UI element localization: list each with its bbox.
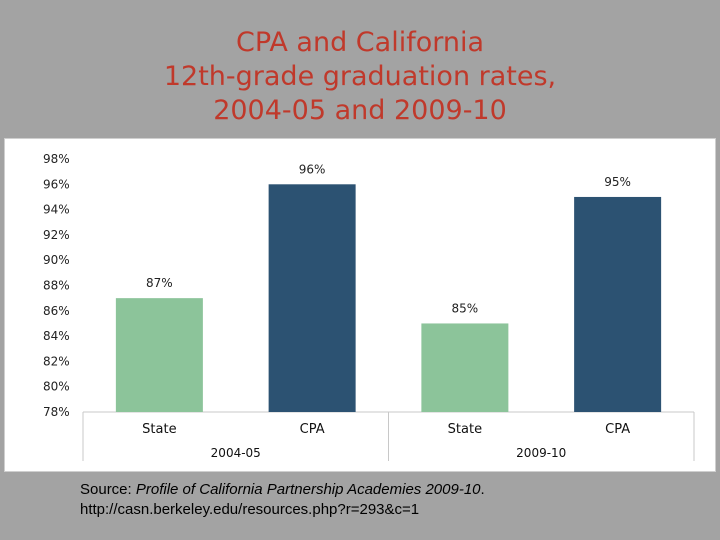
- x-category-label-2004-05-cpa: CPA: [300, 422, 325, 437]
- y-tick-label-82: 82%: [43, 354, 70, 368]
- y-tick-label-98: 98%: [43, 152, 70, 166]
- bar-2009-10-state: [421, 323, 509, 412]
- x-category-label-2009-10-cpa: CPA: [605, 422, 630, 437]
- data-label-2004-05-state: 87%: [146, 276, 173, 290]
- y-tick-label-90: 90%: [43, 253, 70, 267]
- source-note: Source: Profile of California Partnershi…: [80, 480, 700, 520]
- data-label-2009-10-cpa: 95%: [604, 175, 631, 189]
- y-tick-label-96: 96%: [43, 177, 70, 191]
- y-tick-label-88: 88%: [43, 279, 70, 293]
- y-tick-label-86: 86%: [43, 304, 70, 318]
- chart-title: CPA and California 12th-grade graduation…: [0, 26, 720, 128]
- data-label-2009-10-state: 85%: [452, 301, 479, 315]
- source-url: http://casn.berkeley.edu/resources.php?r…: [80, 501, 420, 518]
- y-tick-label-92: 92%: [43, 228, 70, 242]
- x-category-label-2009-10-state: State: [448, 422, 482, 437]
- x-group-label-2009-10: 2009-10: [516, 446, 566, 460]
- bar-2004-05-cpa: [268, 184, 356, 412]
- y-tick-label-94: 94%: [43, 203, 70, 217]
- chart-panel: 98% 96% 94% 92% 90% 88% 86% 84% 82% 80% 78% 87% Stat…: [4, 138, 716, 472]
- source-citation: Profile of California Partnership Academ…: [135, 481, 481, 498]
- title-line-2: 12th-grade graduation rates,: [163, 61, 557, 92]
- source-suffix: .: [480, 481, 485, 498]
- bar-2004-05-state: [115, 298, 203, 412]
- y-tick-label-78: 78%: [43, 405, 70, 419]
- data-label-2004-05-cpa: 96%: [299, 162, 326, 176]
- title-line-3: 2004-05 and 2009-10: [213, 95, 507, 126]
- bar-2009-10-cpa: [574, 196, 662, 412]
- source-prefix: Source:: [80, 481, 136, 498]
- bar-chart: 98% 96% 94% 92% 90% 88% 86% 84% 82% 80% 78% 87% Stat…: [43, 152, 695, 461]
- title-line-1: CPA and California: [235, 27, 485, 58]
- y-tick-label-80: 80%: [43, 380, 70, 394]
- x-category-label-2004-05-state: State: [142, 422, 176, 437]
- x-group-label-2004-05: 2004-05: [211, 446, 261, 460]
- y-tick-label-84: 84%: [43, 329, 70, 343]
